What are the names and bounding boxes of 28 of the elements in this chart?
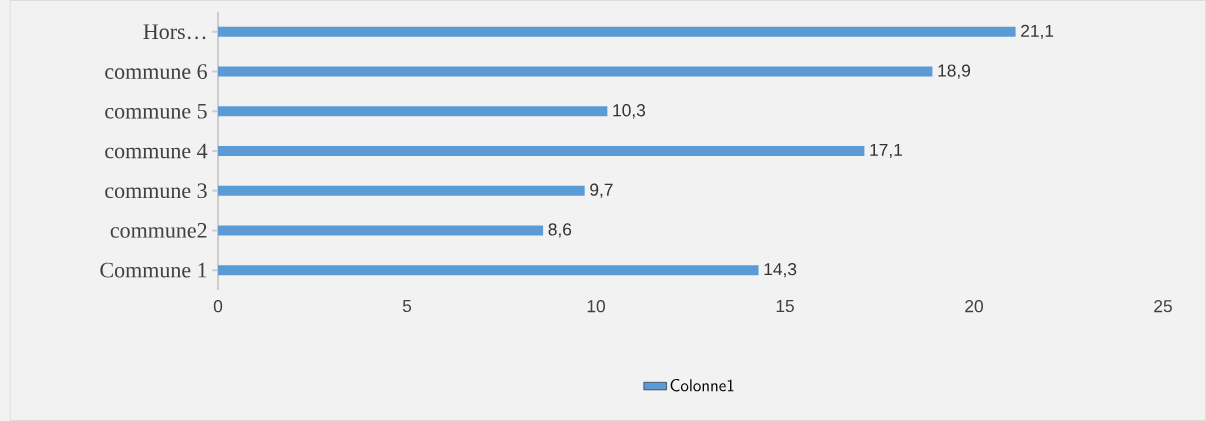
y-tick-label: Hors… [143, 24, 206, 40]
x-tick-label: 0 [213, 300, 223, 313]
data-label: 8,6 [548, 223, 572, 238]
data-label: 18,9 [938, 64, 971, 79]
y-tick-label: commune2 [110, 223, 207, 238]
x-tick-label: 20 [965, 300, 983, 313]
bar [218, 26, 1016, 37]
data-label: 17,1 [870, 143, 902, 159]
y-tick-label: commune 6 [105, 64, 207, 79]
y-tick-label: commune 5 [105, 103, 207, 119]
x-tick-label: 10 [587, 300, 605, 313]
y-tick-label: Commune 1 [100, 262, 207, 278]
bar [218, 265, 759, 276]
bar [218, 66, 933, 77]
legend-label: Colonne1 [670, 378, 734, 392]
bar [218, 185, 585, 196]
data-label: 21,1 [1021, 24, 1054, 40]
x-tick-label: 25 [1154, 300, 1172, 313]
data-label: 14,3 [764, 262, 797, 278]
data-label: 9,7 [590, 183, 613, 198]
data-label: 10,3 [613, 104, 646, 119]
bar [218, 145, 865, 156]
bar [218, 106, 608, 117]
y-tick-label: commune 3 [105, 183, 207, 199]
x-tick-label: 15 [776, 300, 794, 313]
bar [218, 225, 544, 236]
y-tick-label: commune 4 [105, 143, 208, 159]
x-tick-label: 5 [402, 300, 412, 313]
